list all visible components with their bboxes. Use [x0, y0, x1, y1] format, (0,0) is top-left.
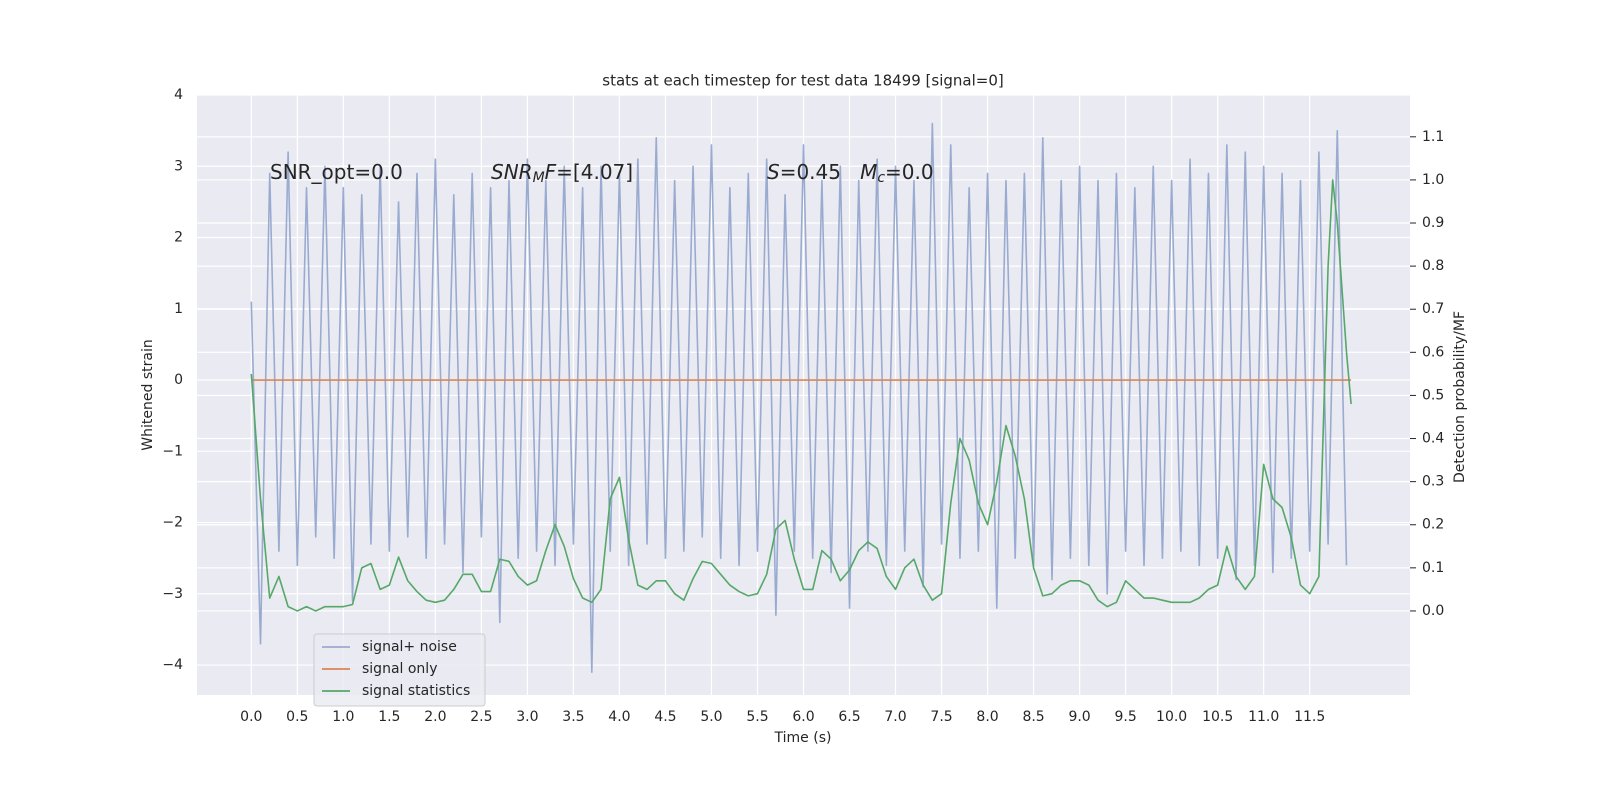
legend-label: signal+ noise	[362, 639, 457, 655]
annotation-run: SNR	[491, 160, 533, 184]
annotation: SNR_opt=0.0	[270, 160, 403, 184]
chart-title: stats at each timestep for test data 184…	[602, 72, 1003, 90]
x-tick-label: 4.0	[608, 709, 630, 725]
y-tick-label: −4	[162, 657, 183, 673]
y2-tick-label: 0.3	[1422, 474, 1444, 490]
x-tick-label: 5.5	[746, 709, 768, 725]
x-tick-label: 0.0	[240, 709, 262, 725]
plot	[250, 122, 1352, 673]
y-tick-label: 1	[174, 301, 183, 317]
annotation-run: =[4.07]	[556, 160, 633, 184]
y-tick-label: −3	[162, 586, 183, 602]
annotation: SNRMF=[4.07]	[491, 160, 633, 187]
x-tick-label: 7.5	[930, 709, 952, 725]
x-tick-label: 10.0	[1156, 709, 1187, 725]
annotation-run: SNR_opt=0.0	[270, 160, 403, 184]
y2-tick-label: 0.8	[1422, 258, 1444, 274]
legend-box	[313, 633, 486, 707]
x-tick-label: 9.0	[1068, 709, 1090, 725]
annotation: S=0.45 Mc=0.0	[767, 160, 934, 187]
x-tick-label: 3.0	[516, 709, 538, 725]
y2-tick-label: 0.2	[1422, 517, 1444, 533]
annotation-run: F	[545, 160, 557, 184]
x-tick-label: 2.0	[424, 709, 446, 725]
x-tick-label: 8.0	[976, 709, 998, 725]
y2-tick-label: 1.0	[1422, 172, 1444, 188]
y2-tick-label: 0.1	[1422, 560, 1444, 576]
y2-tick-label: 0.4	[1422, 431, 1444, 447]
x-tick-label: 6.0	[792, 709, 814, 725]
x-tick-label: 11.0	[1248, 709, 1279, 725]
x-tick-label: 6.5	[838, 709, 860, 725]
y-tick-label: 0	[174, 372, 183, 388]
y-tick-label: −2	[162, 515, 183, 531]
annotation-run: =0.0	[885, 160, 934, 184]
y-tick-label: −1	[162, 443, 183, 459]
legend-label: signal statistics	[362, 683, 470, 699]
x-tick-label: 10.5	[1202, 709, 1233, 725]
series-line	[250, 122, 1348, 673]
x-tick-label: 0.5	[286, 709, 308, 725]
y2-tick-label: 0.0	[1422, 603, 1444, 619]
x-tick-label: 8.5	[1022, 709, 1044, 725]
y2-axis-label: Detection probability/MF	[1452, 311, 1468, 483]
series-line	[250, 179, 1352, 612]
annotation-run: M	[860, 160, 877, 184]
legend-label: signal only	[362, 661, 437, 677]
x-tick-label: 4.5	[654, 709, 676, 725]
annotation-run: =0.45	[780, 160, 860, 184]
y-tick-label: 2	[174, 230, 183, 246]
x-tick-label: 9.5	[1114, 709, 1136, 725]
x-tick-label: 11.5	[1294, 709, 1325, 725]
y2-tick-label: 1.1	[1422, 129, 1444, 145]
x-tick-label: 1.0	[332, 709, 354, 725]
annotation-run: c	[877, 170, 885, 186]
y-tick-label: 3	[174, 158, 183, 174]
x-tick-label: 3.5	[562, 709, 584, 725]
x-tick-label: 1.5	[378, 709, 400, 725]
y-axis-label: Whitened strain	[140, 339, 156, 450]
annotation-run: S	[767, 160, 780, 184]
y-tick-label: 4	[174, 87, 183, 103]
y2-tick-label: 0.6	[1422, 344, 1444, 360]
y2-tick-label: 0.7	[1422, 301, 1444, 317]
x-axis-label: Time (s)	[774, 730, 832, 746]
x-tick-label: 7.0	[884, 709, 906, 725]
x-tick-label: 2.5	[470, 709, 492, 725]
x-tick-label: 5.0	[700, 709, 722, 725]
y2-tick-label: 0.9	[1422, 215, 1444, 231]
y2-tick-label: 0.5	[1422, 387, 1444, 403]
annotation-run: M	[533, 170, 545, 186]
